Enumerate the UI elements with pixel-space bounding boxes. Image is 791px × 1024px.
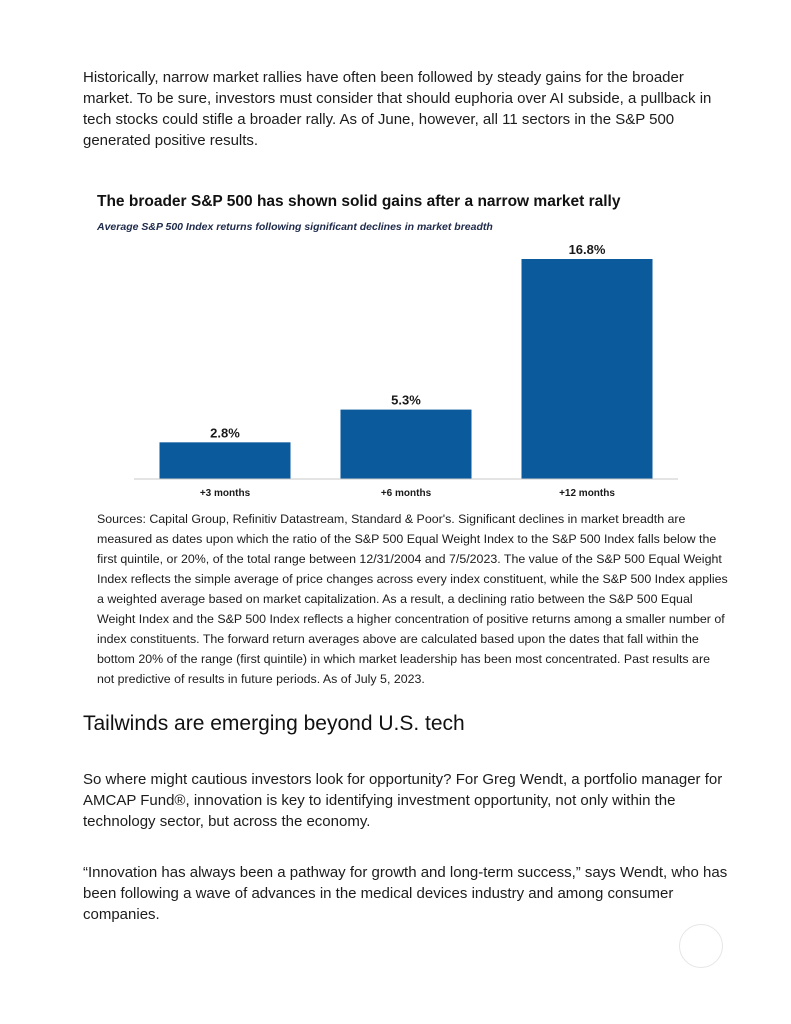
x-tick-label: +6 months — [381, 488, 432, 499]
bar-chart: 2.8% +3 months 5.3% +6 months 16.8% +12 month… — [134, 242, 678, 499]
bar-3 — [521, 259, 653, 479]
body-paragraph: So where might cautious investors look f… — [83, 771, 723, 830]
page-corner-circle — [679, 924, 723, 968]
bar-value-label: 16.8% — [569, 242, 606, 257]
bar-value-label: 2.8% — [210, 425, 240, 440]
body-paragraph: “Innovation has always been a pathway fo… — [83, 864, 728, 923]
section-heading: Tailwinds are emerging beyond U.S. tech — [83, 712, 465, 735]
bars-layer: 2.8% +3 months 5.3% +6 months 16.8% +12 month… — [159, 242, 653, 499]
intro-paragraph: Historically, narrow market rallies have… — [83, 69, 712, 149]
bar-2 — [340, 409, 472, 479]
x-tick-label: +3 months — [200, 488, 251, 499]
chart-subtitle: Average S&P 500 Index returns following … — [97, 221, 493, 233]
sources-note: Sources: Capital Group, Refinitiv Datast… — [97, 512, 728, 686]
chart-title: The broader S&P 500 has shown solid gain… — [97, 193, 621, 210]
bar-value-label: 5.3% — [391, 393, 421, 408]
bar-1 — [159, 442, 291, 479]
x-tick-label: +12 months — [559, 488, 615, 499]
